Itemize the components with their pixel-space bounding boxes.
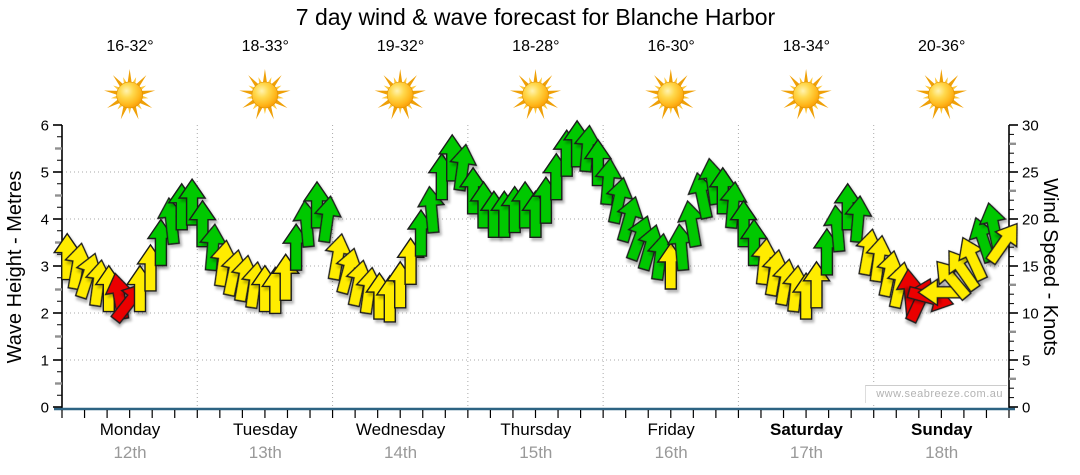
- temp-range: 20-36°: [918, 38, 966, 55]
- day-label: Sunday: [911, 420, 973, 439]
- wave-axis-tick-label: 4: [41, 212, 49, 229]
- wave-axis-tick-label: 2: [41, 306, 49, 323]
- wave-axis-tick-label: 6: [41, 118, 49, 135]
- wind-arrow: [985, 222, 1018, 266]
- day-column: 20-36° Sunday 18th: [874, 0, 1010, 475]
- knots-axis-tick-label: 20: [1022, 212, 1039, 229]
- sun-icon: [239, 69, 291, 120]
- sun-icon: [509, 69, 562, 120]
- date-label: 16th: [654, 443, 688, 462]
- day-column: 18-33° Tuesday 13th: [197, 0, 333, 475]
- wave-axis-tick-label: 0: [41, 400, 49, 417]
- temp-range: 18-34°: [782, 38, 831, 55]
- date-label: 18th: [925, 443, 959, 462]
- wind-arrow: [188, 199, 217, 248]
- knots-axis-tick-label: 30: [1022, 118, 1039, 135]
- day-column: 18-28° Thursday 15th: [468, 0, 604, 475]
- wind-arrow: [177, 177, 207, 226]
- temp-range: 16-30°: [647, 38, 695, 55]
- knots-axis-tick-label: 15: [1022, 259, 1039, 276]
- knots-axis-tick-label: 0: [1022, 400, 1030, 417]
- wind-speed-axis-label: Wind Speed - Knots: [1039, 178, 1061, 356]
- day-label: Friday: [647, 420, 695, 439]
- wind-arrow: [594, 157, 623, 206]
- day-column: 18-34° Saturday 17th: [738, 0, 874, 475]
- knots-axis-tick-label: 25: [1022, 165, 1039, 182]
- wind-arrow: [313, 194, 343, 244]
- chart-title: 7 day wind & wave forecast for Blanche H…: [295, 4, 776, 30]
- sun-icon: [915, 69, 967, 120]
- date-label: 12th: [113, 443, 147, 462]
- day-column: 19-32° Wednesday 14th: [333, 0, 469, 475]
- day-column: 16-30° Friday 16th: [603, 0, 739, 475]
- day-label: Wednesday: [355, 420, 446, 439]
- temp-range: 19-32°: [376, 38, 425, 55]
- wind-arrow: [605, 176, 634, 225]
- day-column: 16-32° Monday 12th: [62, 0, 198, 475]
- wave-axis-tick-label: 5: [41, 165, 49, 182]
- watermark: www.seabreeze.com.au: [865, 385, 1007, 403]
- wind-arrow: [729, 199, 758, 248]
- date-label: 17th: [789, 443, 823, 462]
- wind-arrow: [844, 194, 873, 244]
- sun-icon: [104, 69, 156, 120]
- temp-range: 16-32°: [106, 38, 154, 55]
- wind-arrow: [616, 195, 644, 244]
- day-label: Thursday: [500, 420, 572, 439]
- wave-height-axis-label: Wave Height - Metres: [4, 170, 26, 364]
- date-label: 14th: [384, 443, 418, 462]
- wave-axis-tick-label: 1: [41, 353, 49, 370]
- date-label: 13th: [248, 443, 282, 462]
- knots-axis-tick-label: 5: [1022, 353, 1030, 370]
- sun-icon: [780, 69, 832, 120]
- knots-axis-tick-label: 10: [1022, 306, 1039, 323]
- sun-icon: [374, 69, 426, 120]
- day-label: Saturday: [770, 420, 843, 439]
- wind-arrow: [739, 218, 769, 267]
- wave-axis-tick-label: 3: [41, 259, 49, 276]
- temp-range: 18-28°: [512, 38, 560, 55]
- sun-icon: [645, 69, 697, 120]
- date-label: 15th: [519, 443, 553, 462]
- temp-range: 18-33°: [241, 38, 289, 55]
- day-label: Tuesday: [232, 420, 298, 439]
- wind-arrow: [448, 143, 478, 192]
- day-label: Monday: [99, 420, 161, 439]
